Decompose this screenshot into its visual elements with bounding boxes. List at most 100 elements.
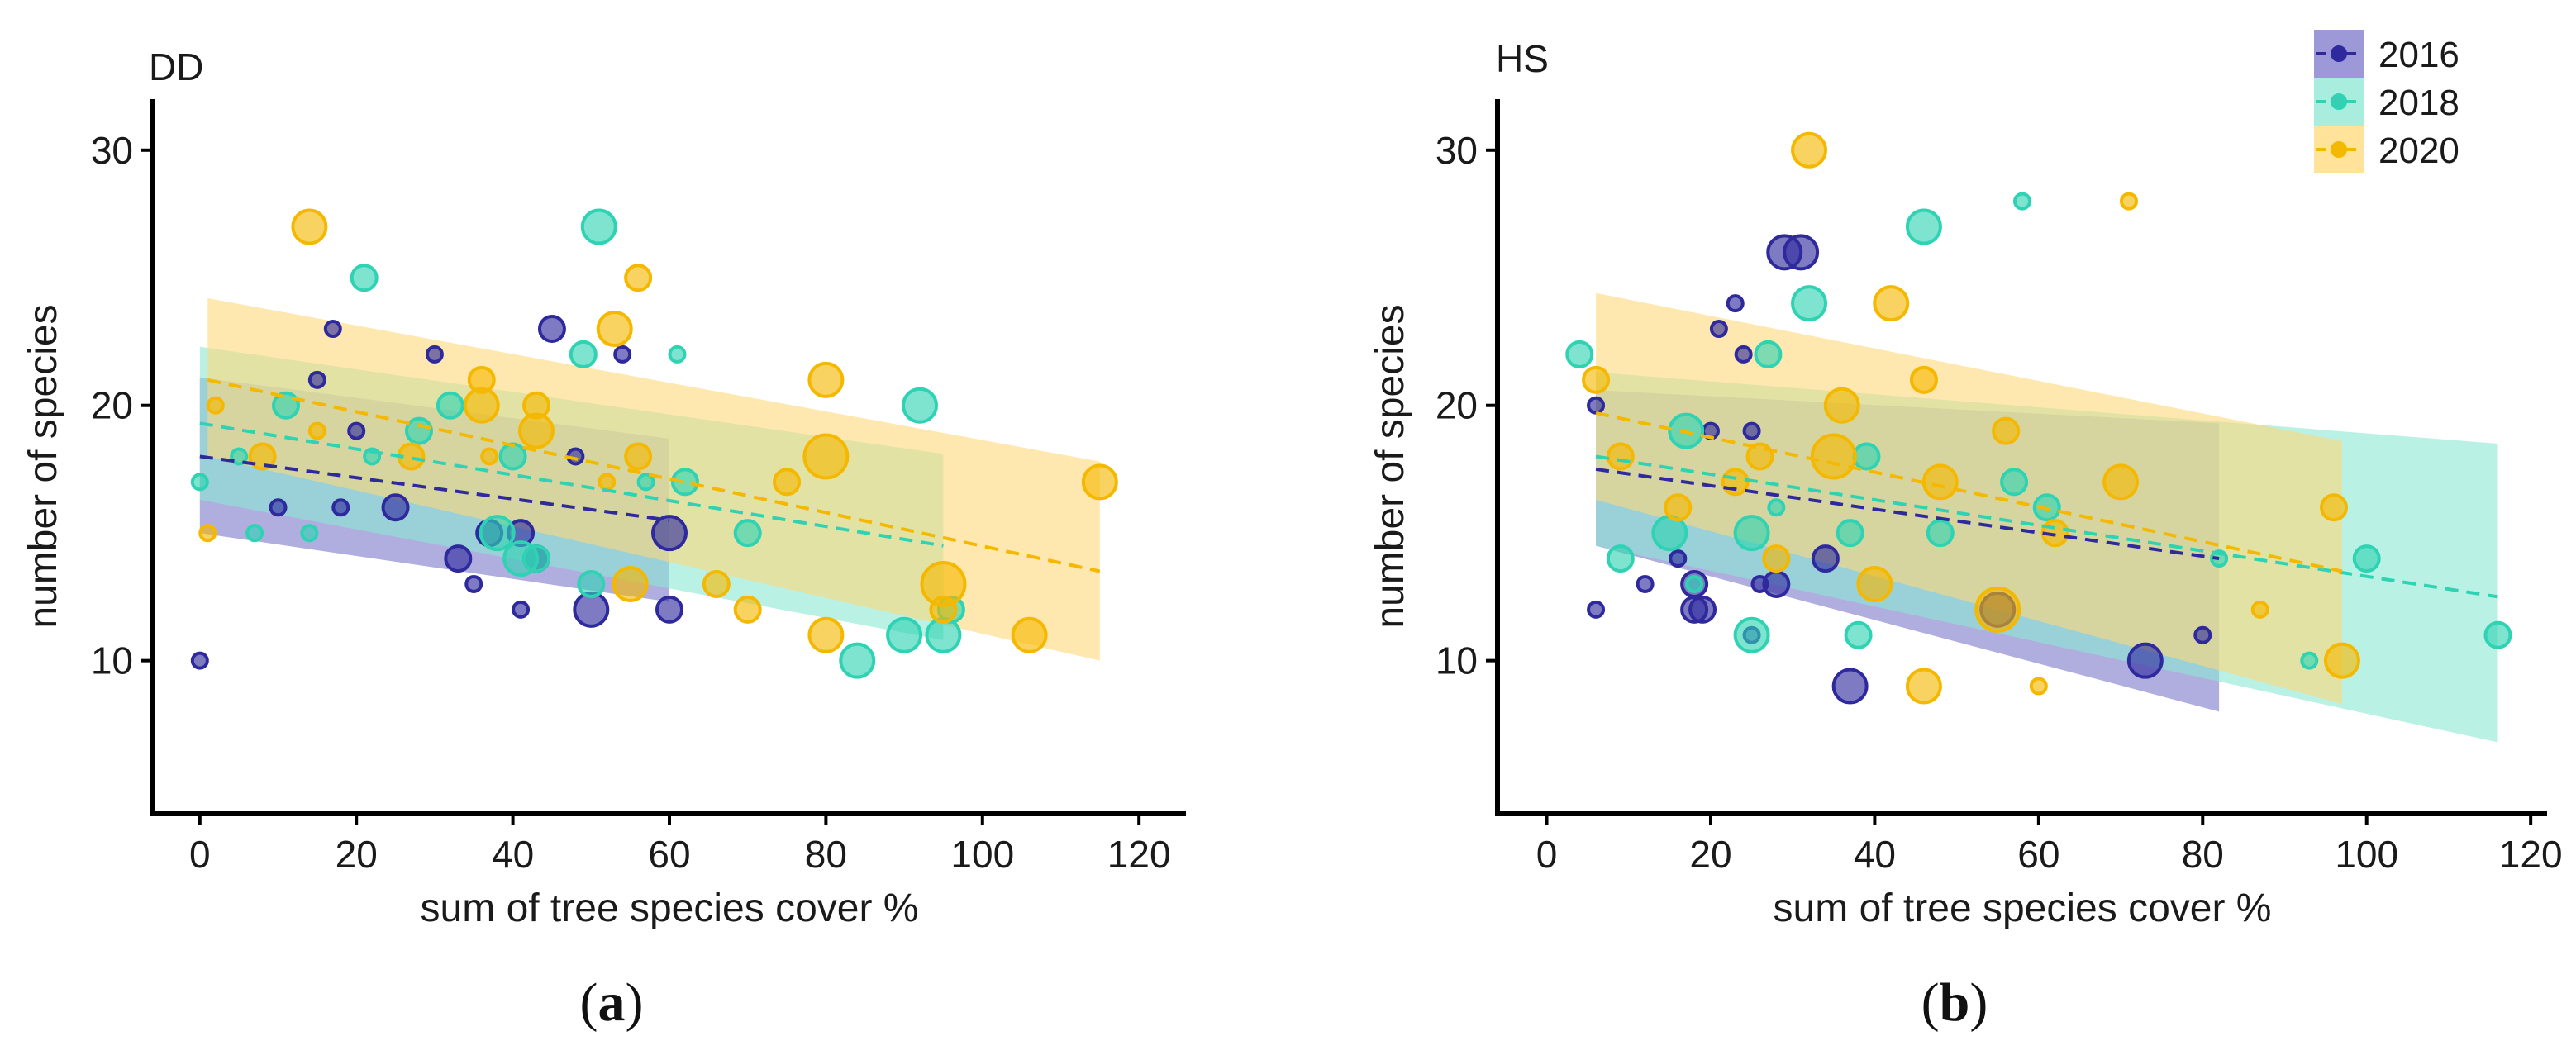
data-point-2018 [2483, 620, 2512, 649]
data-point-2018 [1844, 620, 1873, 649]
data-point-2020 [598, 473, 617, 492]
data-point-2016 [331, 498, 350, 517]
x-tick-label: 0 [189, 833, 211, 876]
data-point-2018 [1606, 544, 1635, 573]
data-point-2018 [2000, 468, 2029, 497]
data-point-2018 [1733, 515, 1770, 552]
data-point-2016 [464, 574, 483, 593]
data-point-2020 [1011, 616, 1048, 653]
fit-line-2018 [199, 421, 944, 548]
caption-b-letter: b [1940, 972, 1970, 1033]
data-point-2016 [269, 498, 288, 517]
data-point-2016 [1636, 574, 1655, 593]
x-tick-label: 60 [2017, 833, 2059, 876]
confidence-band-2020 [1596, 292, 2342, 705]
chart-panel-dd: 0 20 40 60 80 100 120 10 20 30 DD sum of tree spe… [21, 45, 1186, 930]
x-tick-label: 40 [492, 833, 534, 876]
x-tick-label: 0 [1536, 833, 1558, 876]
data-point-2018 [580, 208, 617, 245]
data-point-2016 [1762, 569, 1791, 598]
data-point-2020 [1582, 365, 1611, 394]
data-point-2020 [463, 387, 500, 424]
data-point-2016 [1669, 549, 1688, 568]
data-point-2020 [2029, 677, 2048, 696]
data-point-2020 [2119, 192, 2138, 211]
data-point-2016 [2126, 642, 2164, 679]
data-point-2018 [670, 468, 699, 497]
data-point-2018 [522, 544, 551, 573]
data-point-2018 [245, 524, 264, 543]
data-point-2016 [1811, 544, 1840, 573]
data-point-2016 [1688, 595, 1717, 624]
x-tick-label: 100 [2335, 833, 2398, 876]
data-point-2016 [1831, 668, 1869, 705]
data-point-2016 [323, 320, 342, 339]
data-point-2018 [1767, 498, 1786, 517]
data-point-2016 [307, 370, 326, 389]
fit-line-2018 [1595, 454, 2498, 599]
data-point-2018 [1565, 340, 1594, 368]
data-point-2016 [512, 600, 531, 619]
data-point-2020 [480, 447, 499, 466]
x-tick-label: 100 [950, 833, 1014, 876]
data-point-2018 [350, 264, 379, 292]
data-point-2016 [381, 493, 410, 522]
data-point-2016 [425, 345, 444, 364]
y-axis-label: number of species [1369, 304, 1412, 628]
x-tick-label: 60 [648, 833, 690, 876]
data-point-2018 [300, 524, 319, 543]
legend-key-dot [2331, 45, 2347, 62]
legend-label: 2018 [2378, 83, 2459, 123]
data-point-2016 [2193, 625, 2212, 644]
data-point-2016 [1726, 294, 1745, 313]
data-point-2018 [1836, 519, 1864, 548]
data-point-2018 [190, 473, 209, 492]
data-point-2020 [1909, 365, 1938, 394]
data-point-2018 [498, 442, 527, 471]
data-point-2020 [702, 569, 731, 598]
data-point-2020 [518, 412, 555, 449]
data-point-2018 [886, 616, 923, 653]
data-point-2020 [1905, 668, 1942, 705]
data-point-2018 [1651, 515, 1688, 552]
data-point-2020 [802, 433, 850, 480]
x-tick-label: 40 [1854, 833, 1896, 876]
legend-item-2016: 2016 [2314, 30, 2459, 78]
x-tick-label: 20 [336, 833, 378, 876]
data-point-2018 [2352, 544, 2381, 573]
data-point-2018 [1926, 519, 1955, 548]
data-point-2016 [613, 345, 632, 364]
data-point-2018 [902, 387, 939, 424]
data-point-2020 [1992, 416, 2021, 445]
data-point-2020 [807, 361, 845, 398]
caption-b: (b) [1921, 972, 1988, 1033]
data-point-2020 [291, 208, 328, 245]
data-point-2018 [839, 642, 876, 679]
data-point-2020 [206, 396, 225, 415]
data-point-2020 [596, 311, 633, 348]
x-tick-label: 80 [805, 833, 847, 876]
caption-a-letter: a [598, 972, 626, 1033]
data-point-2018 [1905, 208, 1942, 245]
data-point-2020 [1745, 442, 1774, 471]
fit-line-2016 [1595, 467, 2220, 561]
data-point-2018 [569, 340, 598, 368]
data-point-2016 [1587, 396, 1606, 415]
x-tick-label: 80 [2182, 833, 2224, 876]
data-point-2020 [1664, 493, 1693, 522]
data-point-2020 [1791, 131, 1828, 169]
data-point-2016 [1709, 320, 1728, 339]
data-point-2018 [479, 515, 516, 552]
data-point-2018 [636, 473, 655, 492]
legend-label: 2020 [2378, 131, 2459, 171]
data-point-2018 [2300, 651, 2319, 670]
legend: 2016 2018 2020 [2314, 30, 2459, 173]
data-point-2016 [1783, 234, 1820, 271]
data-point-2018 [230, 447, 249, 466]
x-tick-label: 120 [1107, 833, 1171, 876]
legend-key-dot [2331, 93, 2347, 110]
chart-title: DD [149, 45, 203, 88]
data-point-2020 [929, 595, 958, 624]
y-tick-label: 30 [91, 129, 133, 172]
